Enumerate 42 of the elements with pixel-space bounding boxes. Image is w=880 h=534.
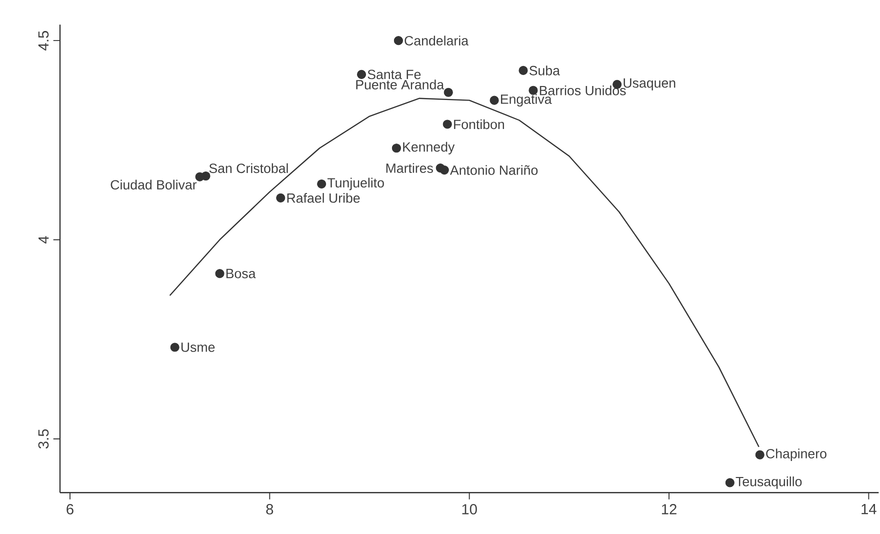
point [725,478,734,488]
point [195,172,204,182]
data-label: Fontibon [454,119,504,130]
data-label: Chapinero [766,448,826,462]
data-label: San Cristobal [209,163,288,174]
data-label: Antonio Nariño [450,165,538,175]
point [215,269,224,278]
data-label: Suba [529,66,560,76]
data-label: Candelaria [404,36,469,46]
data-label: Usaquen [624,78,676,90]
data-label: Kennedy [403,142,455,154]
point [317,179,326,189]
point [356,70,366,79]
data-label: Bosa [226,268,256,278]
point [444,88,453,97]
point [518,66,528,75]
y-tick-label: 4 [38,236,49,244]
data-label: Puente Aranda [356,80,444,90]
point [392,144,401,153]
data-label: Usme [181,342,215,352]
data-label: Tunjuelito [327,178,384,190]
x-tick-label: 6 [66,504,74,514]
data-label: Martires [386,163,433,173]
y-tick-label: 3.5 [38,429,49,449]
x-tick-label: 12 [662,504,676,514]
point [442,120,452,129]
point [490,96,499,105]
point [440,165,449,175]
x-tick-label: 8 [266,504,274,514]
point [394,36,403,46]
point [170,342,180,352]
point [276,193,286,202]
y-tick-label: 4.5 [38,31,49,50]
data-label: Rafael Uribe [287,193,360,203]
x-tick-label: 10 [462,504,477,514]
data-label: Ciudad Bolivar [110,180,197,190]
x-tick-label: 14 [862,504,876,514]
data-label: Engativa [500,94,552,107]
point [755,450,764,460]
data-label: Santa Fe [368,70,421,80]
data-label: Teusaquillo [736,476,802,489]
data-label: Barrios Unidos [540,85,626,96]
